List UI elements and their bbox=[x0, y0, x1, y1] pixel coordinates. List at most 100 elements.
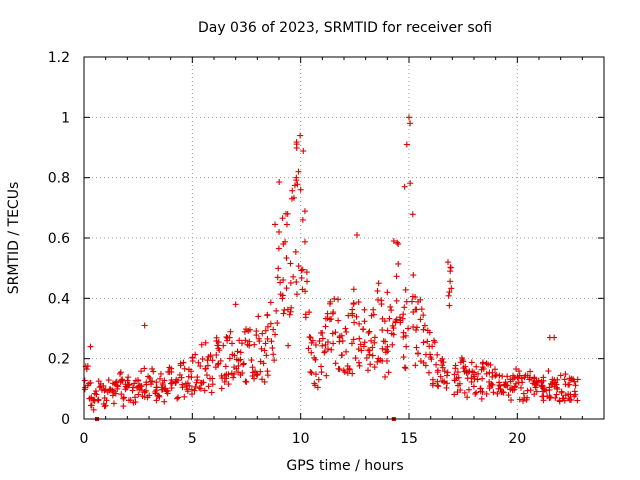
data-point bbox=[95, 378, 102, 385]
data-point bbox=[350, 286, 357, 293]
data-point bbox=[338, 332, 345, 339]
data-point bbox=[293, 174, 300, 181]
data-point bbox=[272, 221, 279, 228]
data-point bbox=[261, 378, 268, 385]
data-point bbox=[87, 402, 94, 409]
data-point bbox=[181, 365, 188, 372]
data-point bbox=[175, 394, 182, 401]
data-point bbox=[262, 327, 269, 334]
data-point bbox=[405, 325, 412, 332]
data-point bbox=[229, 340, 236, 347]
data-point bbox=[243, 326, 250, 333]
data-point bbox=[215, 360, 222, 367]
data-point bbox=[298, 274, 305, 281]
data-point bbox=[100, 382, 107, 389]
data-point bbox=[225, 371, 232, 378]
data-point bbox=[557, 372, 564, 379]
data-point bbox=[520, 397, 527, 404]
data-point bbox=[430, 337, 437, 344]
data-point bbox=[174, 395, 181, 402]
data-point bbox=[176, 371, 183, 378]
data-point bbox=[264, 335, 271, 342]
data-point bbox=[231, 352, 238, 359]
data-point bbox=[342, 325, 349, 332]
data-point bbox=[141, 394, 148, 401]
data-point bbox=[366, 351, 373, 358]
data-point bbox=[571, 388, 578, 395]
data-point bbox=[553, 391, 560, 398]
data-point bbox=[308, 339, 315, 346]
data-points bbox=[81, 114, 581, 421]
data-point bbox=[307, 368, 314, 375]
data-point bbox=[429, 343, 436, 350]
y-tick-label: 0.2 bbox=[48, 352, 70, 368]
data-point bbox=[335, 365, 342, 372]
data-point bbox=[402, 286, 409, 293]
data-point bbox=[385, 369, 392, 376]
data-point bbox=[374, 287, 381, 294]
data-point bbox=[556, 398, 563, 405]
data-point bbox=[175, 377, 182, 384]
data-point bbox=[406, 114, 412, 121]
data-point bbox=[295, 168, 302, 175]
data-point bbox=[118, 377, 125, 384]
data-point bbox=[349, 310, 356, 317]
data-point bbox=[91, 390, 98, 397]
data-point bbox=[287, 308, 294, 315]
data-point bbox=[308, 369, 315, 376]
data-point bbox=[143, 387, 150, 394]
data-point bbox=[117, 369, 124, 376]
data-point bbox=[114, 385, 121, 392]
data-point bbox=[502, 382, 509, 389]
data-point bbox=[349, 370, 356, 377]
data-point bbox=[445, 259, 451, 266]
data-point bbox=[389, 341, 396, 348]
data-point bbox=[368, 337, 375, 344]
data-point bbox=[168, 365, 175, 372]
data-point bbox=[274, 320, 281, 327]
data-point bbox=[214, 342, 221, 349]
data-point bbox=[574, 397, 581, 404]
data-point bbox=[402, 365, 409, 372]
data-point bbox=[205, 383, 212, 390]
data-point bbox=[82, 384, 89, 391]
data-point bbox=[120, 394, 127, 401]
data-point bbox=[400, 354, 407, 361]
data-point bbox=[280, 310, 287, 317]
x-axis-label: GPS time / hours bbox=[286, 458, 403, 474]
data-point bbox=[257, 368, 264, 375]
data-point bbox=[180, 359, 187, 366]
data-point bbox=[343, 328, 350, 335]
data-point bbox=[332, 360, 339, 367]
data-point bbox=[541, 386, 548, 393]
data-point bbox=[289, 187, 296, 194]
data-point bbox=[330, 309, 337, 316]
data-point bbox=[501, 381, 508, 388]
data-point bbox=[356, 362, 363, 369]
data-point bbox=[156, 393, 163, 400]
data-point bbox=[504, 373, 511, 380]
data-point bbox=[386, 315, 393, 322]
data-point bbox=[426, 329, 433, 336]
data-point bbox=[184, 380, 191, 387]
data-point bbox=[132, 394, 139, 401]
data-point bbox=[384, 343, 391, 350]
data-point bbox=[468, 359, 475, 366]
data-point bbox=[328, 346, 335, 353]
data-point bbox=[293, 141, 300, 148]
data-point bbox=[355, 359, 362, 366]
data-point bbox=[447, 268, 454, 275]
data-point bbox=[384, 327, 391, 334]
data-point bbox=[571, 393, 578, 400]
data-point bbox=[267, 320, 274, 327]
data-point bbox=[361, 306, 368, 313]
data-point bbox=[197, 385, 204, 392]
data-point bbox=[212, 364, 219, 371]
data-point bbox=[251, 375, 258, 382]
data-point bbox=[195, 359, 202, 366]
data-point bbox=[192, 351, 199, 358]
data-point bbox=[279, 215, 286, 222]
data-point bbox=[507, 397, 514, 404]
data-point bbox=[367, 361, 374, 368]
data-point bbox=[511, 386, 518, 393]
